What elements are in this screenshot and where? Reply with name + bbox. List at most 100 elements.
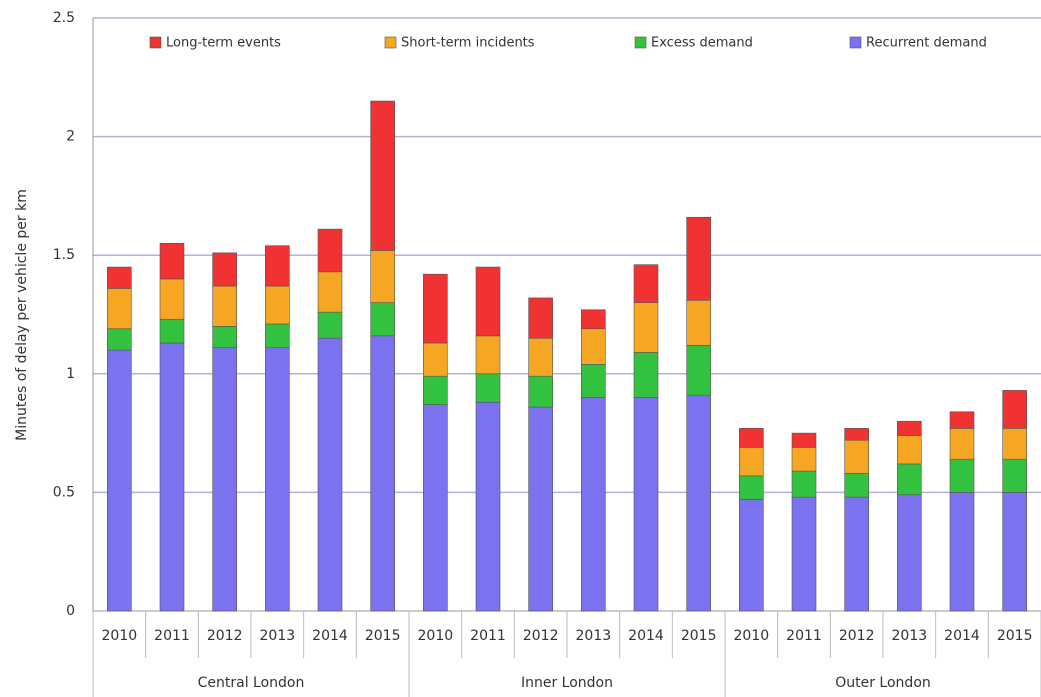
bar-segment (633, 352, 659, 398)
bar-segment (949, 411, 975, 429)
bar-segment (370, 302, 395, 337)
legend-swatch (149, 36, 162, 49)
x-tick-label: 2013 (260, 628, 296, 644)
bar-segment (897, 420, 922, 436)
bar-segment (317, 311, 343, 339)
bar-segment (686, 299, 711, 346)
bar-segment (1002, 492, 1027, 612)
bar-segment (212, 347, 237, 612)
bar-segment (791, 470, 817, 498)
bar-segment (212, 285, 237, 327)
legend: Long-term events Short-term incidents Exce… (149, 36, 987, 51)
legend-label: Long-term events (166, 36, 281, 51)
bar-segment (528, 337, 553, 377)
bar-segment (844, 439, 869, 474)
bar-segment (107, 328, 132, 351)
bar-segment (949, 492, 975, 612)
x-tick-label: 2015 (997, 628, 1033, 644)
bar-segment (475, 266, 501, 337)
x-tick-label: 2011 (470, 628, 506, 644)
legend-swatch (384, 36, 397, 49)
y-tick-label: 1 (66, 366, 75, 382)
bar-segment (265, 323, 290, 349)
y-axis-label: Minutes of delay per vehicle per km (14, 189, 30, 441)
x-tick-label: 2014 (944, 628, 980, 644)
bar-segment (739, 499, 764, 612)
bar-segment (317, 337, 343, 612)
bar-segment (1002, 428, 1027, 460)
bar-segment (686, 216, 711, 301)
legend-swatch (849, 36, 862, 49)
bar-segment (844, 428, 869, 441)
bar-segment (581, 309, 606, 330)
group-label: Inner London (521, 675, 613, 691)
bar-segment (159, 278, 185, 320)
bar-segment (897, 463, 922, 496)
bar-segment (633, 264, 659, 303)
bar-segment (423, 404, 448, 612)
bar-segment (159, 243, 185, 280)
x-tick-label: 2015 (681, 628, 717, 644)
x-tick-label: 2010 (734, 628, 770, 644)
y-tick-label: 0.5 (53, 484, 75, 500)
x-tick-label: 2011 (786, 628, 822, 644)
y-tick-label: 2.5 (53, 10, 75, 26)
bar-segment (897, 435, 922, 465)
bar-segment (791, 432, 817, 448)
bar-segment (265, 245, 290, 287)
x-tick-label: 2015 (365, 628, 401, 644)
x-tick-label: 2012 (839, 628, 875, 644)
bar-segment (212, 326, 237, 349)
bar-segment (844, 496, 869, 612)
legend-label: Recurrent demand (866, 36, 987, 51)
x-tick-label: 2011 (154, 628, 190, 644)
y-tick-label: 1.5 (53, 247, 75, 263)
bar-segment (949, 428, 975, 460)
bar-segment (423, 375, 448, 405)
bar-segment (317, 228, 343, 273)
bar-segment (897, 494, 922, 612)
bar-segment (528, 297, 553, 339)
bar-segment (739, 447, 764, 477)
bar-segment (581, 328, 606, 365)
bar-segment (475, 401, 501, 612)
bar-segment (581, 397, 606, 612)
x-tick-label: 2013 (576, 628, 612, 644)
bar-segment (791, 496, 817, 612)
bar-segment (265, 285, 290, 325)
x-tick-label: 2010 (418, 628, 454, 644)
bar-segment (370, 100, 395, 251)
bar-segment (475, 335, 501, 375)
bar-segment (633, 302, 659, 353)
bar-segment (423, 342, 448, 377)
bar-segment (475, 373, 501, 403)
bar-segment (686, 394, 711, 612)
bar-segment (581, 364, 606, 398)
legend-swatch (634, 36, 647, 49)
bar-segment (686, 345, 711, 396)
bar-segment (265, 347, 290, 612)
bar-segment (633, 397, 659, 612)
bar-segment (212, 252, 237, 287)
x-tick-label: 2010 (102, 628, 138, 644)
legend-label: Short-term incidents (401, 36, 535, 51)
x-tick-label: 2013 (892, 628, 928, 644)
bar-segment (370, 335, 395, 612)
bar-segment (423, 273, 448, 344)
bar-segment (107, 266, 132, 289)
bar-segment (1002, 458, 1027, 493)
y-tick-label: 2 (66, 129, 75, 145)
group-label: Outer London (835, 675, 931, 691)
bar-segment (528, 375, 553, 408)
x-tick-label: 2012 (207, 628, 243, 644)
bar-segment (739, 475, 764, 500)
legend-label: Excess demand (651, 36, 753, 51)
bar-segment (107, 288, 132, 330)
bar-segment (844, 473, 869, 498)
x-tick-label: 2012 (523, 628, 559, 644)
bar-segment (1002, 390, 1027, 429)
bar-segment (949, 458, 975, 493)
bar-segment (739, 428, 764, 448)
x-tick-label: 2014 (628, 628, 664, 644)
